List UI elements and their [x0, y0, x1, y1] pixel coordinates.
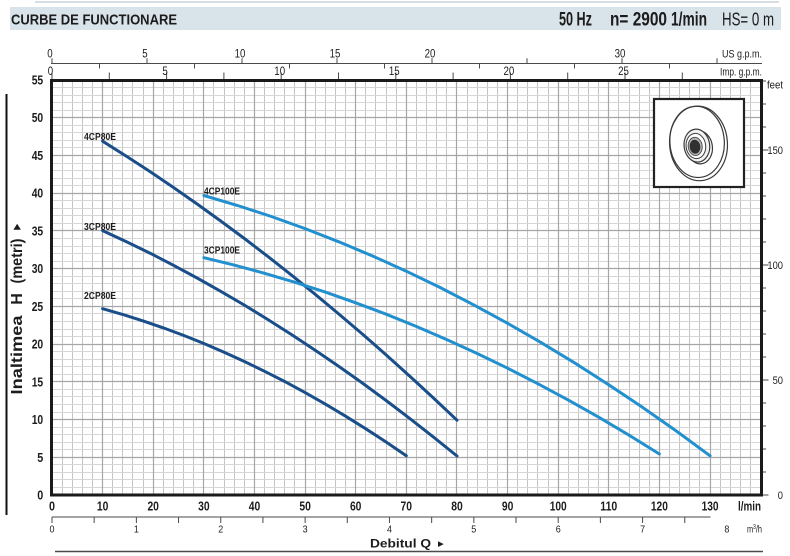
svg-text:7: 7	[640, 524, 645, 536]
svg-text:100: 100	[550, 499, 567, 514]
svg-text:5: 5	[142, 48, 147, 60]
svg-text:20: 20	[425, 48, 436, 60]
svg-text:120: 120	[651, 499, 668, 514]
svg-text:55: 55	[32, 73, 44, 88]
svg-text:110: 110	[600, 499, 617, 514]
svg-text:5: 5	[37, 450, 43, 465]
svg-text:1: 1	[134, 524, 139, 536]
svg-text:130: 130	[702, 499, 719, 514]
svg-text:0: 0	[778, 490, 783, 502]
svg-text:0: 0	[50, 524, 55, 536]
svg-text:45: 45	[32, 148, 44, 163]
svg-text:2CP80E: 2CP80E	[84, 291, 116, 302]
svg-text:30: 30	[198, 499, 210, 514]
svg-text:5: 5	[471, 524, 476, 536]
svg-text:20: 20	[32, 337, 44, 352]
svg-text:60: 60	[350, 499, 362, 514]
svg-text:25: 25	[618, 66, 629, 78]
svg-text:m3/h: m3/h	[747, 524, 762, 536]
svg-text:15: 15	[32, 374, 44, 389]
svg-text:100: 100	[767, 260, 783, 272]
svg-text:CURBE DE FUNCTIONARE: CURBE DE FUNCTIONARE	[11, 12, 177, 29]
svg-text:80: 80	[451, 499, 463, 514]
svg-text:l/min: l/min	[738, 499, 761, 514]
svg-text:70: 70	[401, 499, 413, 514]
svg-text:50 Hz: 50 Hz	[559, 10, 592, 31]
svg-text:40: 40	[32, 186, 44, 201]
svg-text:10: 10	[235, 48, 246, 60]
svg-text:6: 6	[556, 524, 561, 536]
svg-text:25: 25	[32, 299, 44, 314]
svg-text:40: 40	[249, 499, 261, 514]
svg-text:8: 8	[724, 524, 729, 536]
svg-text:15: 15	[330, 48, 341, 60]
svg-text:4CP100E: 4CP100E	[204, 187, 240, 198]
svg-text:35: 35	[32, 223, 44, 238]
svg-text:5: 5	[162, 66, 167, 78]
svg-text:3CP80E: 3CP80E	[84, 222, 116, 233]
svg-text:15: 15	[389, 66, 400, 78]
svg-text:30: 30	[615, 48, 626, 60]
svg-text:n= 2900: n= 2900	[610, 10, 667, 31]
svg-text:10: 10	[274, 66, 285, 78]
svg-text:4: 4	[387, 524, 392, 536]
svg-text:3CP100E: 3CP100E	[204, 246, 240, 257]
svg-text:50: 50	[773, 375, 783, 387]
svg-text:20: 20	[147, 499, 159, 514]
svg-text:90: 90	[502, 499, 514, 514]
svg-text:50: 50	[32, 110, 44, 125]
svg-text:US g.p.m.: US g.p.m.	[722, 49, 762, 61]
svg-text:Imp. g.p.m.: Imp. g.p.m.	[720, 67, 762, 79]
svg-text:3: 3	[303, 524, 308, 536]
svg-text:10: 10	[97, 499, 109, 514]
svg-text:50: 50	[299, 499, 311, 514]
svg-text:30: 30	[32, 261, 44, 276]
svg-text:1/min: 1/min	[671, 10, 707, 31]
svg-text:4CP80E: 4CP80E	[84, 132, 116, 143]
svg-text:Inaltimea: Inaltimea	[9, 315, 26, 394]
svg-text:0: 0	[47, 48, 52, 60]
svg-text:H: H	[9, 293, 26, 305]
svg-text:0: 0	[48, 66, 53, 78]
svg-text:0: 0	[37, 488, 43, 503]
svg-text:0: 0	[49, 499, 55, 514]
svg-text:HS= 0 m: HS= 0 m	[722, 10, 774, 30]
svg-text:feet: feet	[767, 80, 783, 92]
svg-text:20: 20	[504, 66, 515, 78]
svg-text:(metri): (metri)	[9, 239, 26, 284]
svg-text:2: 2	[218, 524, 223, 536]
svg-text:10: 10	[32, 412, 44, 427]
svg-text:150: 150	[767, 145, 783, 157]
svg-text:Debitul Q: Debitul Q	[370, 537, 431, 551]
